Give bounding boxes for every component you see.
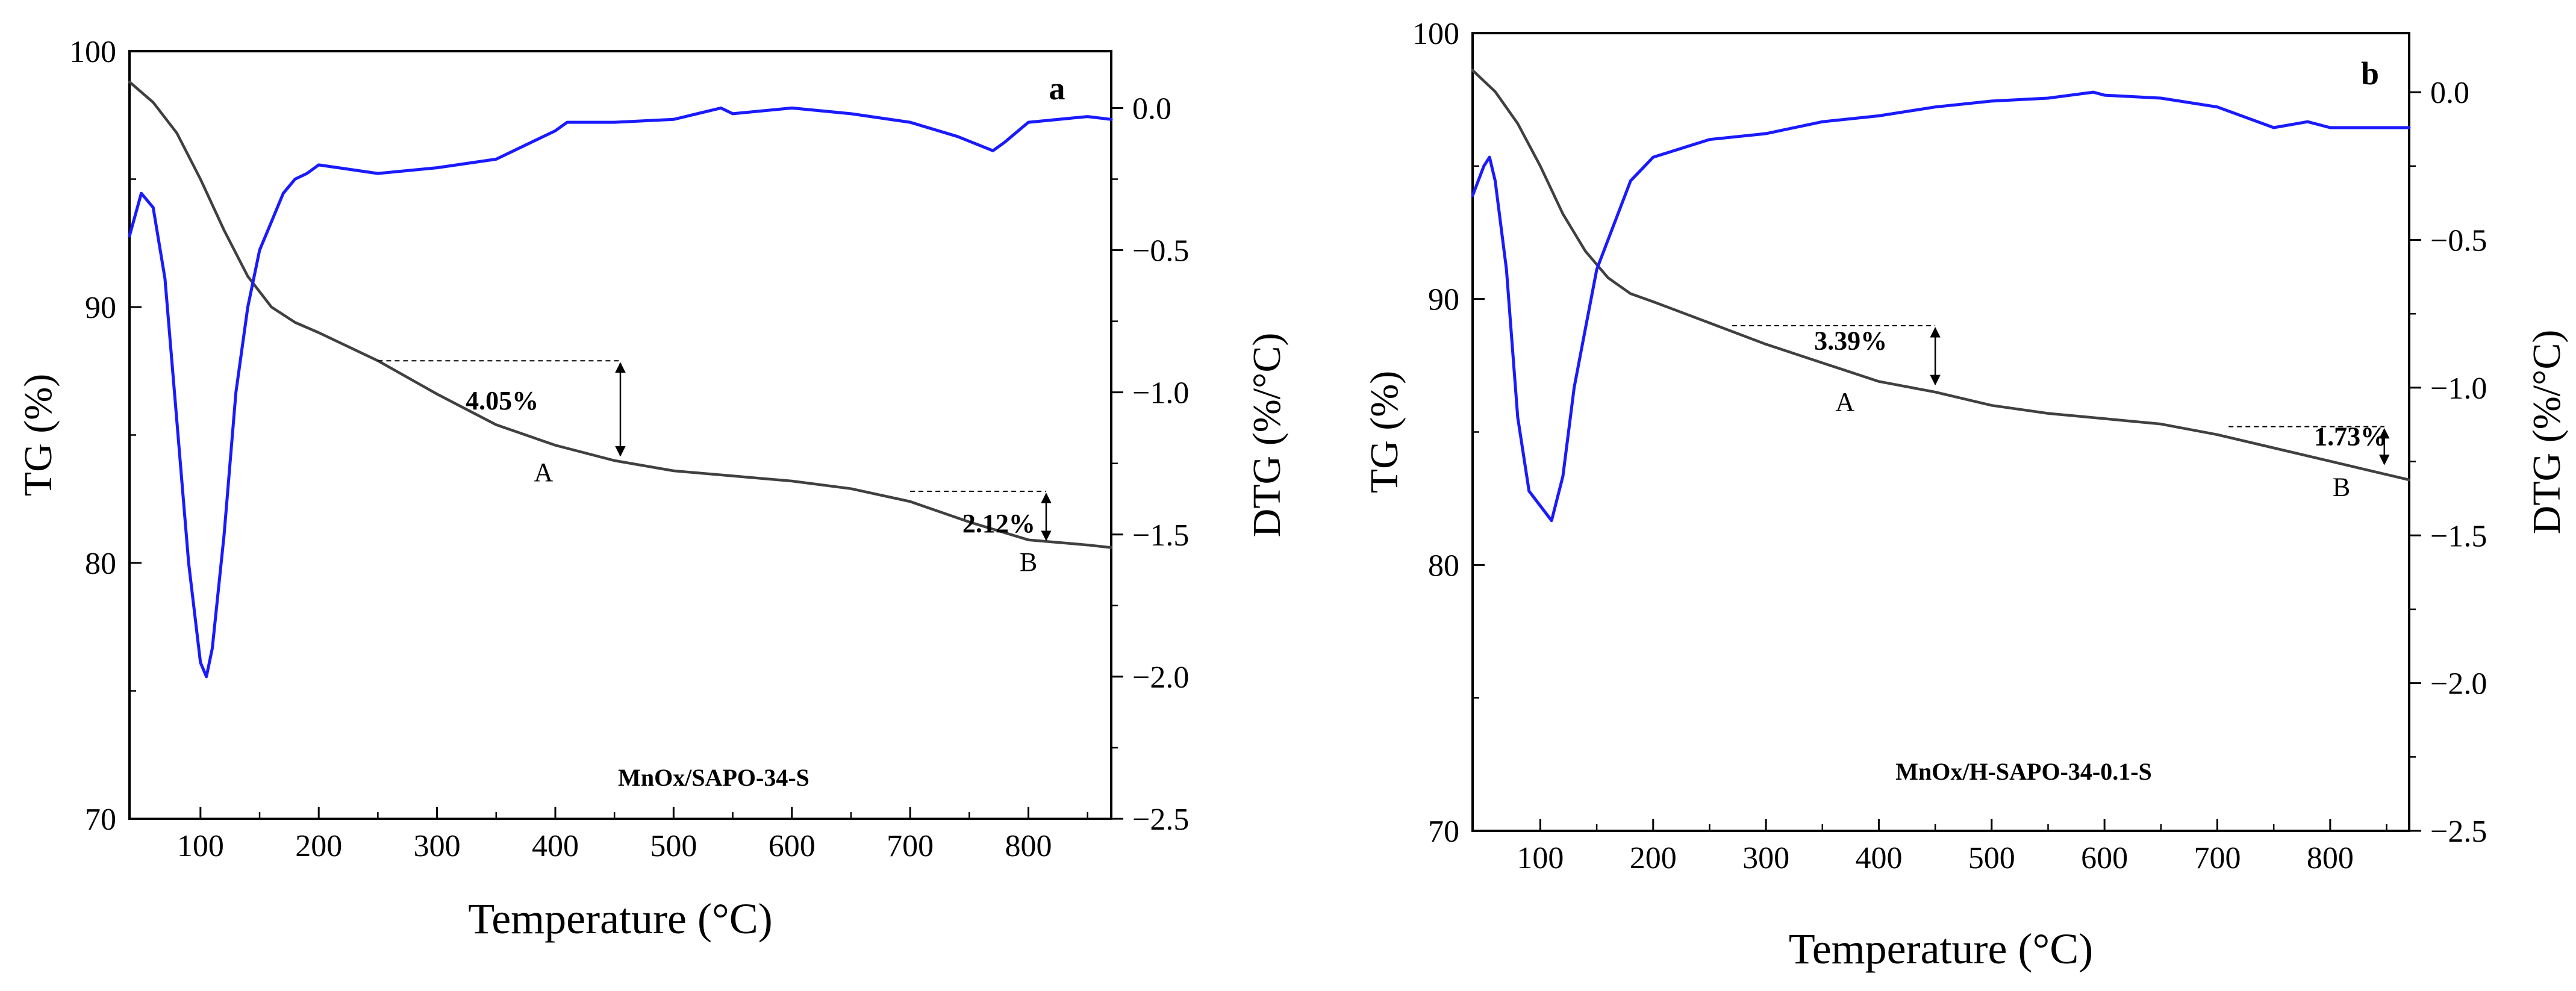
plot-frame <box>1471 32 2410 832</box>
sample-label: MnOx/SAPO-34-S <box>618 764 809 791</box>
x-tick-label: 600 <box>2081 841 2128 875</box>
x-tick-label: 600 <box>769 829 816 863</box>
y-right-tick-label: −0.5 <box>1132 234 1189 269</box>
y-right-tick-label: 0.0 <box>1132 92 1171 126</box>
x-tick-label: 300 <box>414 829 461 863</box>
step-label: A <box>534 458 553 487</box>
x-axis-title: Temperature (°C) <box>1789 925 2094 973</box>
x-tick-label: 700 <box>887 829 934 863</box>
tg-curve <box>128 80 1113 549</box>
panel-letter: a <box>1049 70 1065 107</box>
x-tick-label: 500 <box>650 829 697 863</box>
step-label: A <box>1835 387 1854 417</box>
y-left-tick-label: 90 <box>1428 283 1459 317</box>
y-right-tick-label: −2.5 <box>1132 803 1189 837</box>
x-tick-label: 200 <box>295 829 342 863</box>
x-tick-label: 300 <box>1742 841 1789 875</box>
mass-loss-percent: 1.73% <box>2314 422 2387 452</box>
y-left-axis-title: TG (%) <box>1362 371 1406 493</box>
dtg-curve <box>128 106 1113 679</box>
step-label: B <box>2333 473 2350 502</box>
y-right-axis-title: DTG (%/°C) <box>2525 330 2569 535</box>
y-left-tick-label: 100 <box>1412 17 1459 51</box>
tg-curve <box>1471 69 2411 482</box>
x-axis-title: Temperature (°C) <box>468 895 773 943</box>
y-right-tick-label: −1.0 <box>1132 376 1189 411</box>
mass-loss-percent: 2.12% <box>962 509 1035 538</box>
step-label: B <box>1020 547 1037 577</box>
x-tick-label: 800 <box>1005 829 1052 863</box>
y-right-tick-label: −1.0 <box>2430 371 2487 406</box>
y-right-tick-label: −0.5 <box>2430 224 2487 258</box>
x-tick-label: 400 <box>532 829 579 863</box>
y-left-tick-label: 100 <box>69 35 116 69</box>
y-left-tick-label: 90 <box>85 291 116 325</box>
mass-loss-percent: 3.39% <box>1814 326 1887 356</box>
y-right-tick-label: −1.5 <box>1132 518 1189 553</box>
y-left-tick-label: 80 <box>1428 548 1459 583</box>
y-right-tick-label: −2.0 <box>1132 660 1189 695</box>
x-tick-label: 700 <box>2194 841 2241 875</box>
dtg-curve <box>1471 90 2411 523</box>
y-right-tick-label: 0.0 <box>2430 76 2469 110</box>
x-tick-label: 500 <box>1968 841 2015 875</box>
y-right-tick-label: −1.5 <box>2430 519 2487 553</box>
panel-a: 100 200 300 400 500 600 700 800 70 80 90 100 0.0 −0.5… <box>16 35 1289 943</box>
y-left-tick-label: 80 <box>85 547 116 581</box>
x-tick-label: 100 <box>177 829 224 863</box>
y-right-tick-label: −2.0 <box>2430 667 2487 701</box>
y-left-axis-title: TG (%) <box>16 374 60 496</box>
panel-letter: b <box>2361 55 2379 92</box>
mass-loss-percent: 4.05% <box>466 386 538 415</box>
panel-b: 100 200 300 400 500 600 700 800 70 80 90 100 0.0 −0.5… <box>1362 17 2569 973</box>
x-tick-label: 100 <box>1517 841 1564 875</box>
sample-label: MnOx/H-SAPO-34-0.1-S <box>1895 758 2152 785</box>
x-tick-label: 200 <box>1630 841 1677 875</box>
y-right-tick-label: −2.5 <box>2430 815 2487 849</box>
x-tick-label: 800 <box>2307 841 2354 875</box>
y-left-tick-label: 70 <box>1428 815 1459 849</box>
y-right-axis-title: DTG (%/°C) <box>1245 333 1289 538</box>
x-tick-label: 400 <box>1855 841 1902 875</box>
y-left-tick-label: 70 <box>85 803 116 837</box>
